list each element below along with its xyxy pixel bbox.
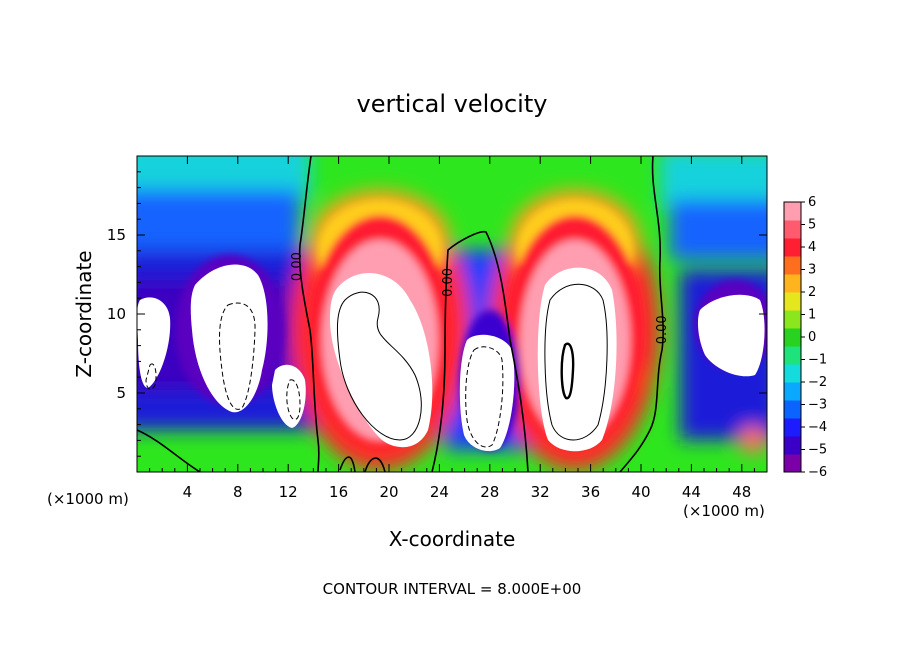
colorbar-tick-label: 3: [808, 263, 816, 278]
colorbar-swatch: [784, 202, 801, 221]
colorbar-swatch: [784, 364, 801, 383]
x-tick-label: 24: [430, 483, 449, 501]
colorbar-swatch: [784, 220, 801, 239]
colorbar-swatch: [784, 292, 801, 311]
colorbar-swatch: [784, 436, 801, 455]
colorbar-tick-label: 2: [808, 285, 816, 300]
colorbar-tick-label: −1: [808, 353, 827, 368]
x-tick-label: 4: [183, 483, 193, 501]
contour-label: 0.00: [655, 315, 670, 344]
x-tick-label: 28: [480, 483, 499, 501]
x-tick-label: 48: [732, 483, 751, 501]
y-tick-label: 10: [107, 305, 126, 323]
x-tick-label: 20: [379, 483, 398, 501]
colorbar-tick-label: −2: [808, 375, 827, 390]
contour-label: 0.00: [441, 268, 456, 297]
colorbar-tick-label: 6: [808, 195, 816, 210]
y-tick-label: 5: [116, 384, 126, 402]
contour-lines-thin: [336, 283, 608, 441]
colorbar-tick-label: 0: [808, 330, 816, 345]
x-axis-label: X-coordinate: [389, 527, 516, 551]
colorbar-swatch: [784, 238, 801, 257]
colorbar-swatch: [784, 256, 801, 275]
colorbar-tick-label: 5: [808, 218, 816, 233]
saturated-regions: [137, 264, 765, 452]
plot-area: 0.00 0.00 0.00: [137, 156, 767, 472]
y-tick-label: 15: [107, 226, 126, 244]
x-tick-label: 40: [631, 483, 650, 501]
colorbar-tick-label: −6: [808, 465, 827, 480]
colorbar-swatch: [784, 382, 801, 401]
colorbar-swatch: [784, 274, 801, 293]
x-tick-label: 32: [531, 483, 550, 501]
x-tick-label: 44: [682, 483, 701, 501]
colorbar-tick-label: −5: [808, 443, 827, 458]
x-tick-label: 8: [233, 483, 243, 501]
y-ticks: 5 10 15: [107, 171, 767, 457]
contour-label: 0.00: [290, 252, 305, 281]
colorbar-tick-label: 4: [808, 240, 816, 255]
y-axis-label: Z-coordinate: [72, 250, 96, 377]
x-unit-label-left: (×1000 m): [47, 490, 129, 508]
x-unit-label-right: (×1000 m): [683, 502, 765, 520]
colorbar-tick-label: −4: [808, 420, 827, 435]
colorbar-swatch: [784, 400, 801, 419]
colorbar-swatch: [784, 454, 801, 473]
colorbar-swatch: [784, 418, 801, 437]
colorbar-tick-label: −3: [808, 398, 827, 413]
chart-title: vertical velocity: [357, 90, 548, 118]
x-tick-label: 12: [279, 483, 298, 501]
colorbar-swatch: [784, 346, 801, 365]
contour-labels: 0.00 0.00 0.00: [290, 252, 670, 344]
contour-lines-negative: [145, 302, 504, 448]
x-tick-label: 36: [581, 483, 600, 501]
colorbar: 6 5 4 3 2 1 0 −1 −2 −3 −4 −5 −6: [783, 195, 827, 480]
x-tick-label: 16: [329, 483, 348, 501]
contour-lines: [137, 156, 664, 472]
x-ticks: 4 8 12 16 20 24 28 32 36 40 44 48: [149, 156, 755, 501]
colorbar-swatch: [784, 328, 801, 347]
contour-interval-note: CONTOUR INTERVAL = 8.000E+00: [323, 580, 582, 598]
colorbar-tick-label: 1: [808, 308, 816, 323]
colorbar-swatch: [784, 310, 801, 329]
